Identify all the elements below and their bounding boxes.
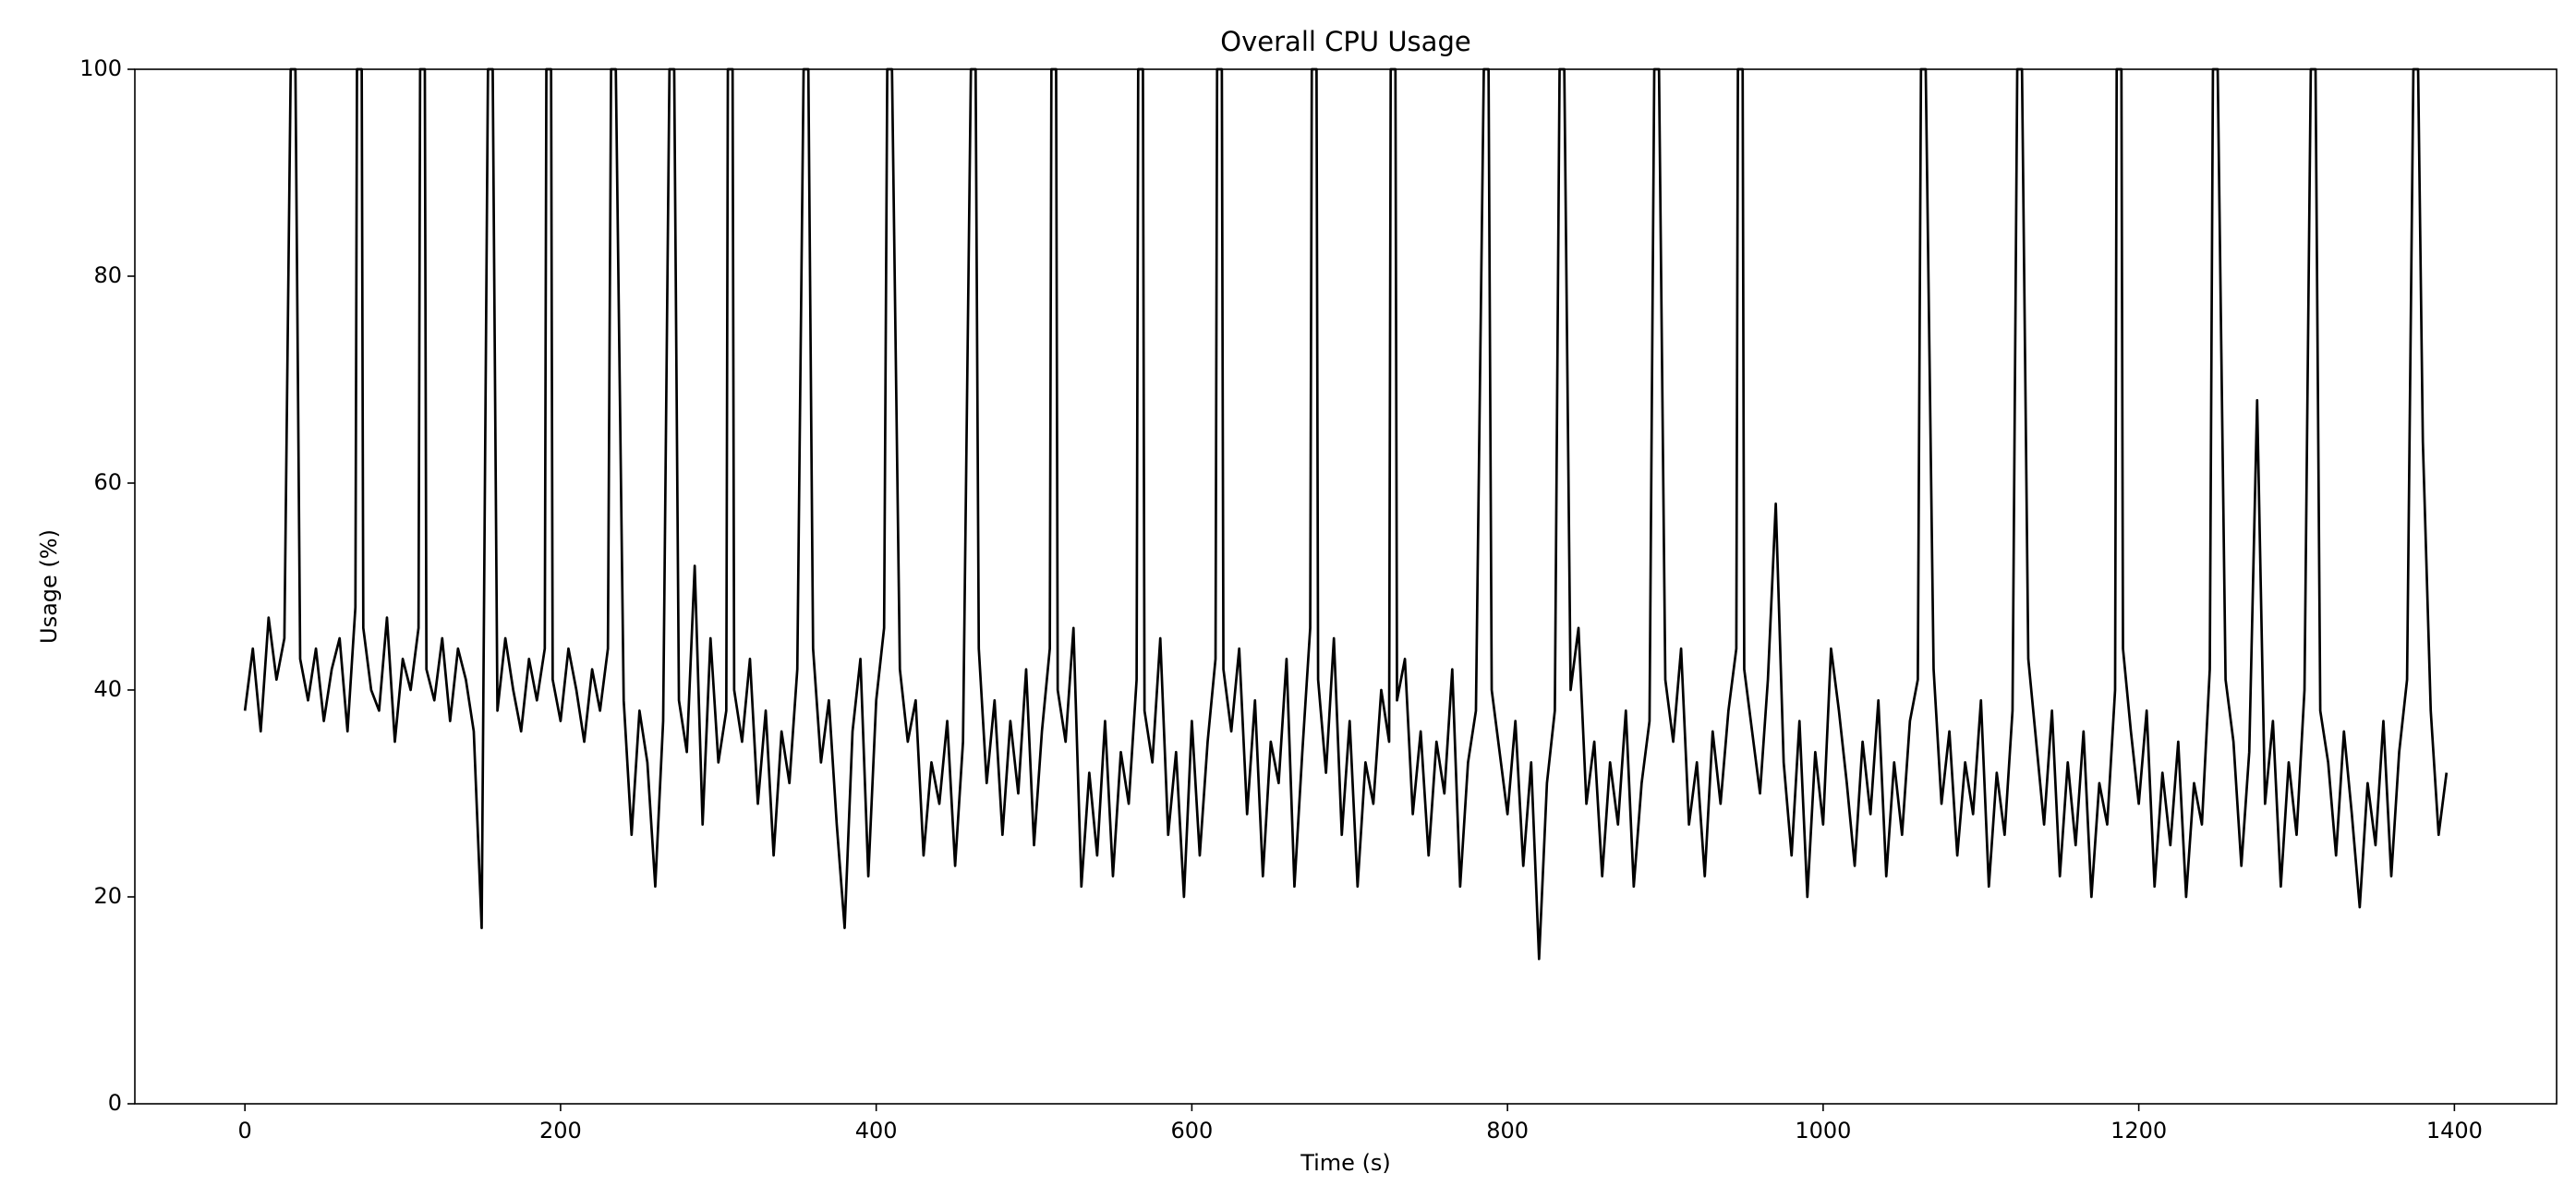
x-axis-label: Time (s) <box>1300 1150 1391 1176</box>
chart-title: Overall CPU Usage <box>1220 26 1470 57</box>
y-axis-label: Usage (%) <box>36 529 62 644</box>
x-tick-label: 1000 <box>1795 1118 1851 1144</box>
y-tick-label: 0 <box>108 1090 122 1116</box>
y-tick-label: 60 <box>93 469 122 495</box>
x-tick-label: 600 <box>1170 1118 1213 1144</box>
x-tick-label: 1400 <box>2426 1118 2483 1144</box>
x-tick-label: 800 <box>1486 1118 1529 1144</box>
y-tick-label: 20 <box>93 883 122 909</box>
y-tick-label: 100 <box>79 55 122 81</box>
plot-frame <box>134 68 2558 1105</box>
y-tick-label: 80 <box>93 262 122 288</box>
x-tick-label: 200 <box>539 1118 582 1144</box>
y-tick-label: 40 <box>93 676 122 702</box>
x-tick-label: 1200 <box>2110 1118 2167 1144</box>
x-tick-label: 0 <box>238 1118 252 1144</box>
x-tick-label: 400 <box>855 1118 898 1144</box>
